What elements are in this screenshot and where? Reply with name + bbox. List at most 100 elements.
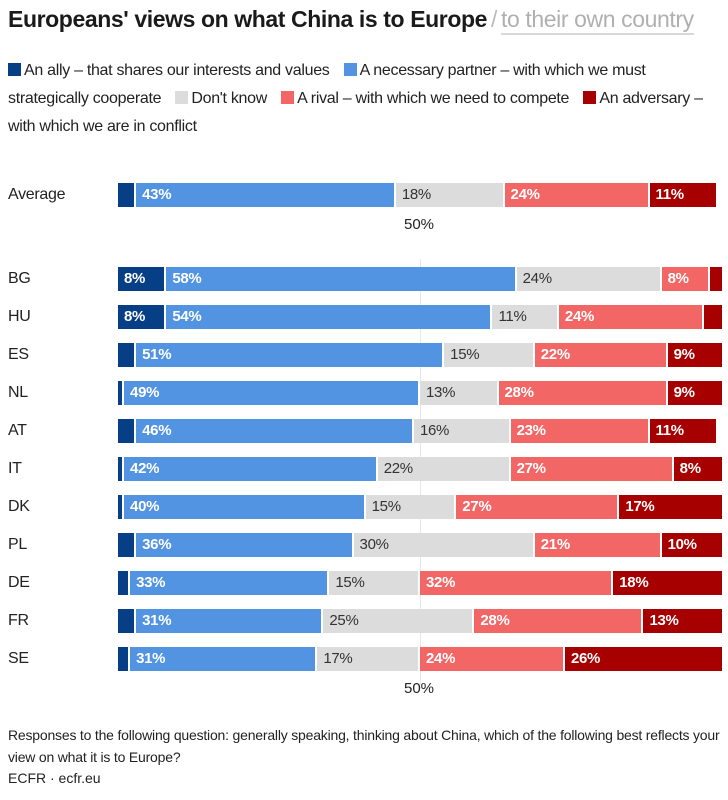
data-label-rival: 32%: [426, 574, 456, 591]
row-label: BG: [8, 270, 31, 287]
bar-segment-partner: [136, 533, 352, 557]
bar-segment-dont-know: [395, 183, 503, 207]
stacked-bar-chart: Average 43% 18% 24% 11% 50% BG 8% 58% 24% 8% HU 8% 54…: [8, 183, 722, 697]
bar-segment-ally: [118, 381, 123, 405]
data-label-ally: 8%: [124, 270, 146, 287]
legend-swatch-ally: [8, 63, 21, 76]
bar-segment-dont-know: [329, 571, 418, 595]
legend-label-adversary: An adversary – with which we are in conf…: [8, 90, 703, 135]
data-label-rival: 28%: [504, 384, 534, 401]
row-label: DE: [8, 574, 30, 591]
legend-swatch-dont-know: [175, 91, 189, 104]
data-label-adversary: 17%: [625, 498, 655, 515]
data-label-partner: 33%: [136, 574, 166, 591]
bar-segment-partner: [166, 305, 491, 329]
bar-segment-ally: [118, 457, 123, 481]
data-label-partner: 31%: [142, 612, 172, 629]
row-label: DK: [8, 498, 30, 515]
bar-segment-adversary: [649, 183, 716, 207]
row-label: IT: [8, 460, 22, 477]
legend-label-ally: An ally – that shares our interests and …: [24, 62, 330, 79]
data-label-dont-know: 17%: [323, 650, 353, 667]
legend-item-adversary: An adversary – with which we are in conf…: [8, 90, 703, 135]
data-label-rival: 22%: [540, 346, 570, 363]
bar-segment-adversary: [613, 571, 722, 595]
bar-segment-rival: [510, 419, 648, 443]
data-label-dont-know: 30%: [359, 536, 389, 553]
title-text: Europeans' views on what China is to Eur…: [8, 6, 488, 32]
data-label-partner: 31%: [136, 650, 166, 667]
row-label: SE: [8, 650, 29, 667]
legend-swatch-partner: [343, 63, 357, 76]
bar-segment-rival: [420, 571, 612, 595]
data-label-rival: 23%: [516, 422, 546, 439]
bar-segment-partner: [136, 419, 412, 443]
data-label-partner: 46%: [142, 422, 172, 439]
bar-segment-partner: [166, 267, 515, 291]
bar-segment-ally: [118, 183, 135, 207]
row-label: ES: [8, 346, 29, 363]
alt-view-link[interactable]: to their own country: [501, 6, 694, 35]
chart-title: Europeans' views on what China is to Eur…: [8, 6, 694, 35]
data-label-rival: 21%: [540, 536, 570, 553]
row-label: Average: [8, 186, 66, 203]
data-label-dont-know: 16%: [419, 422, 450, 439]
bar-segment-ally: [118, 609, 135, 633]
legend-item-rival: A rival – with which we need to compete: [281, 90, 569, 107]
data-label-adversary: 13%: [649, 612, 679, 629]
row-label: PL: [8, 536, 27, 553]
bar-segment-adversary: [661, 533, 722, 557]
bar-segment-partner: [136, 343, 443, 367]
data-label-partner: 54%: [172, 308, 202, 325]
footnote: Responses to the following question: gen…: [8, 727, 720, 765]
bar-segment-rival: [534, 343, 666, 367]
data-label-adversary: 11%: [655, 186, 685, 203]
bar-segment-dont-know: [444, 343, 533, 367]
bar-segment-partner: [130, 571, 328, 595]
data-label-dont-know: 13%: [426, 384, 456, 401]
row-label: NL: [8, 384, 28, 401]
reference-label-bottom: 50%: [404, 680, 435, 697]
data-label-dont-know: 15%: [371, 498, 401, 515]
bar-segment-partner: [124, 495, 364, 519]
legend: An ally – that shares our interests and …: [8, 57, 720, 141]
legend-item-dont-know: Don't know: [175, 90, 267, 107]
data-label-dont-know: 24%: [522, 270, 552, 287]
data-label-rival: 27%: [462, 498, 492, 515]
data-label-rival: 8%: [667, 270, 689, 287]
bar-segment-ally: [118, 419, 135, 443]
legend-item-ally: An ally – that shares our interests and …: [8, 62, 330, 79]
bar-segment-partner: [124, 381, 418, 405]
source-credit: ECFR · ecfr.eu: [8, 770, 101, 786]
data-label-partner: 51%: [142, 346, 172, 363]
data-label-rival: 24%: [510, 186, 540, 203]
data-label-adversary: 9%: [673, 346, 695, 363]
bar-segment-dont-know: [516, 267, 660, 291]
bar-segment-adversary: [703, 305, 722, 329]
bar-segment-ally: [118, 343, 135, 367]
bar-segment-rival: [420, 647, 563, 671]
bar-segment-dont-know: [365, 495, 455, 519]
data-label-partner: 58%: [172, 270, 202, 287]
bar-segment-partner: [136, 183, 394, 207]
data-label-adversary: 8%: [679, 460, 701, 477]
row-label: AT: [8, 422, 27, 439]
bar-segment-rival: [510, 457, 672, 481]
bar-segment-ally: [118, 647, 129, 671]
data-label-partner: 49%: [130, 384, 160, 401]
bar-segment-adversary: [619, 495, 722, 519]
bar-segment-adversary: [649, 419, 716, 443]
row-label: FR: [8, 612, 29, 629]
data-label-rival: 24%: [564, 308, 595, 325]
bar-segment-partner: [136, 609, 322, 633]
bar-segment-dont-know: [353, 533, 533, 557]
data-label-ally: 8%: [124, 308, 146, 325]
legend-swatch-rival: [281, 91, 295, 104]
bar-segment-rival: [534, 533, 660, 557]
bar-segment-dont-know: [377, 457, 509, 481]
legend-item-partner: A necessary partner – with which we must…: [8, 62, 646, 107]
data-label-partner: 43%: [142, 186, 172, 203]
reference-label-average: 50%: [404, 216, 435, 233]
data-label-rival: 27%: [516, 460, 546, 477]
bar-segment-adversary: [709, 267, 722, 291]
